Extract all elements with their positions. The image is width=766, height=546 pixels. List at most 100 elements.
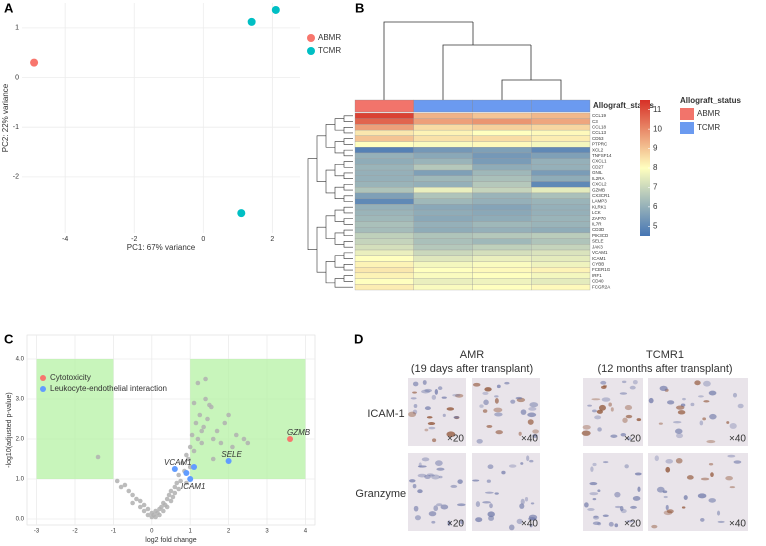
point xyxy=(226,412,231,418)
cell-stain xyxy=(632,496,641,501)
shaded-region xyxy=(36,359,114,479)
heatmap-cell xyxy=(413,261,473,268)
heatmap-cell xyxy=(413,175,473,182)
point xyxy=(30,58,39,67)
magnification-label: ×40 xyxy=(729,434,746,445)
point xyxy=(185,456,191,462)
cell-stain xyxy=(614,523,619,528)
y-tick-label: 1.0 xyxy=(16,477,25,483)
heatmap-cell xyxy=(531,118,591,125)
cell-stain xyxy=(413,505,419,512)
heatmap-cell xyxy=(354,187,414,194)
x-tick-label: 4 xyxy=(304,529,308,535)
cell-stain xyxy=(614,505,622,509)
point xyxy=(191,464,198,470)
heatmap-cell xyxy=(354,175,414,182)
point xyxy=(145,512,151,518)
point xyxy=(230,444,235,450)
cell-stain xyxy=(421,389,431,394)
cell-stain xyxy=(648,397,654,404)
legend-label: TCMR xyxy=(697,123,720,132)
cell-stain xyxy=(413,404,418,408)
cell-stain xyxy=(591,398,601,401)
cell-stain xyxy=(662,490,668,494)
cell-stain xyxy=(634,472,642,476)
cell-stain xyxy=(665,466,671,473)
cell-stain xyxy=(587,404,592,407)
legend-swatch xyxy=(680,108,694,120)
cell-stain xyxy=(434,389,438,395)
row-label: TNFSF14 xyxy=(592,153,612,158)
heatmap-cell xyxy=(531,187,591,194)
point xyxy=(172,490,178,496)
legend-label: Cytotoxicity xyxy=(50,373,91,382)
cell-stain xyxy=(667,400,675,405)
heatmap-cell xyxy=(531,135,591,142)
cell-stain xyxy=(486,479,491,483)
cell-stain xyxy=(597,427,602,432)
cell-stain xyxy=(716,510,721,516)
point xyxy=(245,440,251,446)
cell-stain xyxy=(436,467,445,471)
point-label: VCAM1 xyxy=(164,458,192,467)
annotation-title: Allograft_status xyxy=(593,101,654,110)
cell-stain xyxy=(472,479,480,482)
point-label: SELE xyxy=(221,450,242,459)
cell-stain xyxy=(532,433,538,438)
cell-stain xyxy=(417,473,427,478)
point xyxy=(168,488,174,494)
legend-label: Leukocyte-endothelial interaction xyxy=(50,384,167,393)
x-tick-label: -2 xyxy=(72,529,78,535)
heatmap-cell xyxy=(531,112,591,119)
y-tick-label: 1 xyxy=(15,25,19,32)
point xyxy=(218,440,224,446)
cell-stain xyxy=(476,439,483,444)
cell-stain xyxy=(737,403,744,409)
heatmap-cell xyxy=(413,152,473,159)
cell-stain xyxy=(482,501,491,504)
cell-stain xyxy=(703,400,710,403)
heatmap-cell xyxy=(413,249,473,256)
cell-stain xyxy=(421,457,430,462)
cell-stain xyxy=(412,391,417,394)
cell-stain xyxy=(453,416,460,419)
magnification-label: ×20 xyxy=(447,519,464,530)
row-label: XCL2 xyxy=(592,147,604,152)
heatmap-cell xyxy=(472,175,532,182)
cell-stain xyxy=(620,509,627,514)
cell-stain xyxy=(446,407,455,411)
legend-label: ABMR xyxy=(318,33,341,42)
heatmap-cell xyxy=(354,158,414,165)
row-label: LAMP3 xyxy=(592,199,607,204)
row-label: ZAP70 xyxy=(592,216,606,221)
cell-stain xyxy=(484,491,494,494)
row-label: CCL13 xyxy=(592,130,607,135)
cell-stain xyxy=(592,497,597,501)
heatmap-cell xyxy=(531,129,591,136)
heatmap-cell xyxy=(413,227,473,234)
heatmap-cell xyxy=(531,181,591,188)
row-label: FCGR2A xyxy=(592,284,610,289)
column-subtitle: (12 months after transplant) xyxy=(597,363,732,375)
row-label: KLRK1 xyxy=(592,204,607,209)
cell-stain xyxy=(417,465,427,468)
point xyxy=(168,498,174,504)
heatmap-cell xyxy=(531,124,591,131)
legend-swatch xyxy=(307,47,315,55)
heatmap-cell xyxy=(531,232,591,239)
heatmap-cell xyxy=(472,284,532,291)
legend-title: Allograft_status xyxy=(680,96,741,105)
panel-label: C xyxy=(4,331,14,346)
cell-stain xyxy=(455,393,464,398)
cell-stain xyxy=(446,431,456,438)
heatmap-cell xyxy=(531,255,591,262)
cell-stain xyxy=(708,463,714,466)
heatmap-cell xyxy=(354,129,414,136)
cell-stain xyxy=(708,390,717,396)
cell-stain xyxy=(665,504,669,511)
x-tick-label: -1 xyxy=(111,529,117,535)
cell-stain xyxy=(663,510,673,516)
colorbar-label: 10 xyxy=(653,124,662,133)
point xyxy=(180,460,185,466)
row-label: VCAM1 xyxy=(592,250,608,255)
